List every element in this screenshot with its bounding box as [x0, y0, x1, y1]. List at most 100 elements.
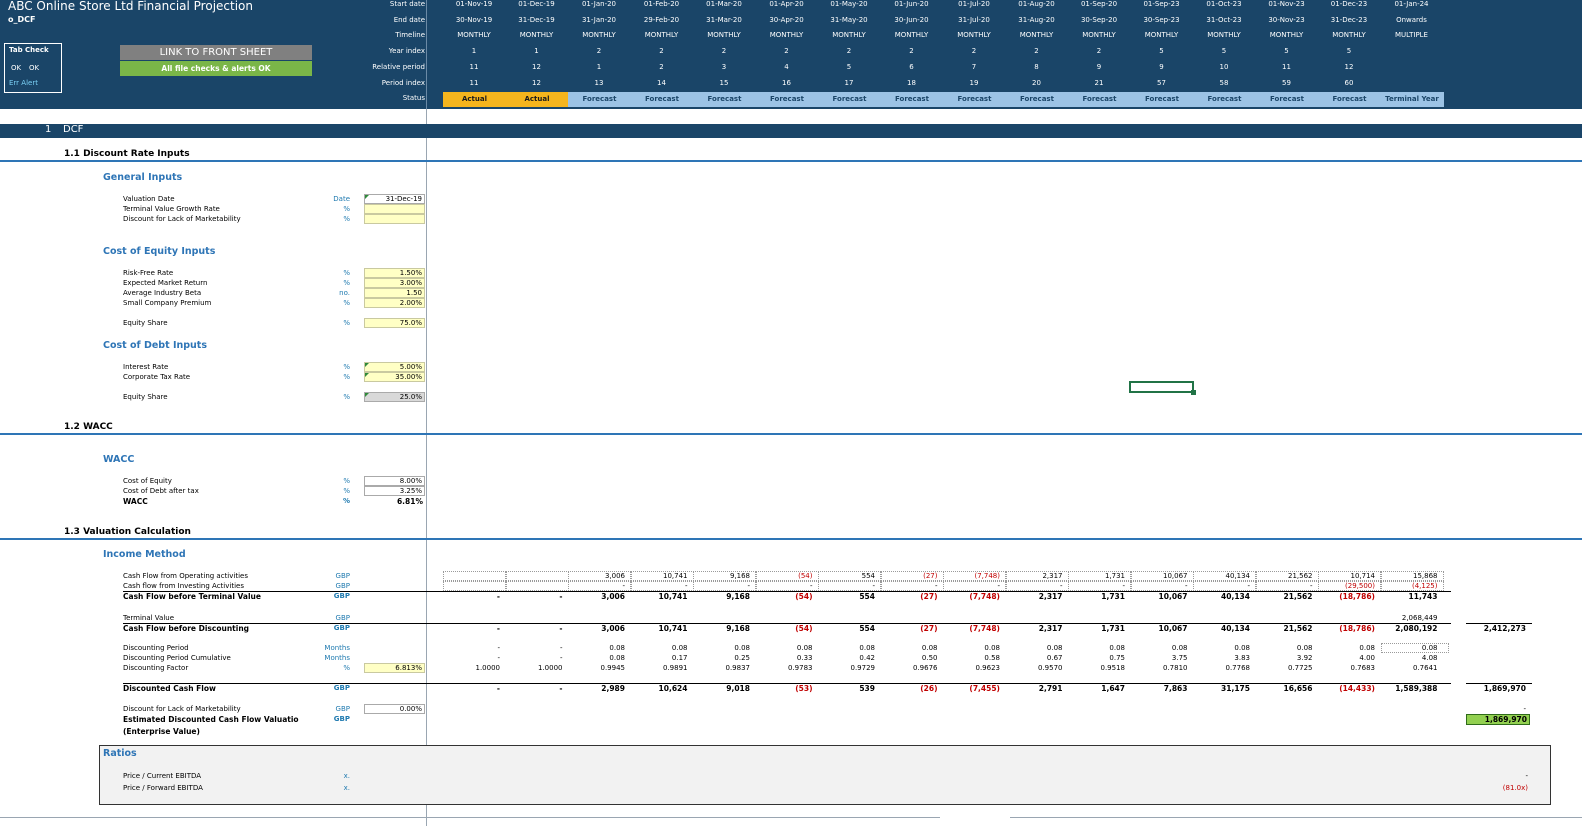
section-dcf-bar [0, 124, 1582, 138]
group-income-method: Income Method [103, 549, 186, 560]
header-year-cell: 2 [659, 47, 664, 55]
unit-cfbd: GBP [333, 624, 350, 632]
input-beta[interactable]: 1.50 [364, 288, 425, 298]
subsection-rule [0, 538, 1582, 540]
input-small-co-premium[interactable]: 2.00% [364, 298, 425, 308]
cell-df: 0.9729 [850, 664, 876, 672]
cell-cfbtv: (27) [920, 592, 938, 601]
cell-dcf: (26) [920, 684, 938, 693]
input-cell-cfi[interactable] [1380, 581, 1444, 591]
unit-cfbtv: GBP [333, 592, 350, 600]
cell-df: 0.7683 [1350, 664, 1376, 672]
group-cost-of-equity: Cost of Equity Inputs [103, 246, 216, 257]
header-row-label: Status [402, 94, 425, 102]
label-dp: Discounting Period [123, 644, 189, 652]
cell-cfbd: 2,080,192 [1395, 624, 1438, 633]
input-cell-cfo[interactable] [1380, 571, 1444, 581]
label-market-return: Expected Market Return [123, 279, 208, 287]
cfbd-total: 2,412,273 [1483, 624, 1526, 633]
bottom-rule-left [0, 817, 940, 818]
label-price-current-ebitda: Price / Current EBITDA [123, 772, 202, 780]
subsection-valuation: 1.3 Valuation Calculation [64, 527, 191, 537]
value-wacc: 6.81% [396, 497, 423, 506]
unit-debt-share: % [343, 393, 350, 401]
header-timeline-cell: MONTHLY [457, 31, 491, 39]
input-cell-terminal-dp[interactable] [1381, 643, 1449, 653]
header-start-cell: 01-Sep-20 [1080, 0, 1118, 8]
section-title: DCF [63, 124, 84, 135]
input-cell-cfi[interactable] [443, 581, 506, 591]
header-start-cell: 01-May-20 [830, 0, 868, 8]
status-badge: Forecast [1255, 92, 1319, 107]
header-end-cell: 31-Mar-20 [706, 16, 742, 24]
dcf-total: 1,869,970 [1483, 684, 1526, 693]
cell-dcf: 539 [859, 684, 875, 693]
cell-dcf: 31,175 [1221, 684, 1250, 693]
section-number: 1 [45, 124, 52, 135]
calc-cost-of-debt[interactable]: 3.25% [364, 486, 425, 496]
cell-cfbtv: 21,562 [1283, 592, 1313, 601]
input-cell-cfo[interactable] [443, 571, 506, 581]
input-tax-rate[interactable]: 35.00% [364, 372, 425, 382]
calc-cost-of-equity[interactable]: 8.00% [364, 476, 425, 486]
calc-debt-share[interactable]: 25.0% [364, 392, 425, 402]
header-rel-cell: 8 [1034, 63, 1039, 71]
status-badge: Forecast [1005, 92, 1069, 107]
input-equity-share[interactable]: 75.0% [364, 318, 425, 328]
cell-dcf: 10,624 [658, 684, 688, 693]
input-interest-rate[interactable]: 5.00% [364, 362, 425, 372]
cell-cfi: (4,125) [1411, 582, 1438, 590]
unit-cfi: GBP [335, 582, 350, 590]
header-end-cell: 30-Nov-23 [1268, 16, 1305, 24]
cell-dpc: 0.17 [671, 654, 688, 662]
header-start-cell: 01-Jul-20 [958, 0, 990, 8]
cell-dp: - [497, 644, 500, 652]
unit-tv: GBP [335, 614, 350, 622]
unit-edcf: GBP [333, 715, 350, 723]
cell-cfi: - [1059, 582, 1063, 590]
cell-cfbtv: 9,168 [726, 592, 750, 601]
header-period-cell: 59 [1282, 79, 1291, 87]
input-discount-rate[interactable]: 6.813% [364, 663, 425, 673]
freeze-pane-line [426, 109, 427, 826]
cell-df: 0.7768 [1225, 664, 1251, 672]
cell-cfi: - [1184, 582, 1188, 590]
workbook-title: ABC Online Store Ltd Financial Projectio… [8, 0, 253, 13]
status-badge: Forecast [630, 92, 694, 107]
input-market-return[interactable]: 3.00% [364, 278, 425, 288]
calc-dlm[interactable]: 0.00% [364, 704, 425, 714]
cell-cfbd: 3,006 [601, 624, 625, 633]
selected-cell[interactable] [1129, 381, 1196, 395]
cell-dp: 0.08 [1359, 644, 1375, 652]
input-terminal-growth[interactable] [364, 204, 425, 214]
link-to-front-sheet-button[interactable]: LINK TO FRONT SHEET [120, 45, 312, 60]
cell-cfbtv: 1,731 [1101, 592, 1125, 601]
header-period-cell: 13 [594, 79, 604, 87]
input-cell-cfo[interactable] [505, 571, 569, 581]
cell-cfo: (54) [798, 572, 813, 580]
header-timeline-cell: MONTHLY [582, 31, 616, 39]
unit-dlm: GBP [335, 705, 350, 713]
unit-small-co-premium: % [343, 299, 350, 307]
input-valuation-date[interactable]: 31-Dec-19 [364, 194, 425, 204]
cell-df: 0.9676 [913, 664, 938, 672]
input-cell-cfi[interactable] [505, 581, 569, 591]
dlm-value: - [1523, 705, 1526, 713]
enterprise-value-result[interactable]: 1,869,970 [1466, 714, 1530, 725]
header-rel-cell: 6 [909, 63, 914, 71]
cell-dpc: 0.08 [609, 654, 625, 662]
input-dlom[interactable] [364, 214, 425, 224]
header-period-cell: 58 [1219, 79, 1229, 87]
unit-equity-share: % [343, 319, 350, 327]
cell-dpc: 0.67 [1046, 654, 1063, 662]
header-timeline-cell: MONTHLY [1207, 31, 1241, 39]
cell-df: 0.9570 [1038, 664, 1063, 672]
input-risk-free[interactable]: 1.50% [364, 268, 425, 278]
freeze-pane-line-top [426, 0, 427, 109]
header-start-cell: 01-Dec-19 [518, 0, 555, 8]
cell-cfbtv: (7,748) [969, 592, 1000, 601]
header-period-cell: 12 [532, 79, 541, 87]
unit-market-return: % [343, 279, 350, 287]
label-dcf: Discounted Cash Flow [123, 684, 216, 693]
unit-beta: no. [339, 289, 350, 297]
